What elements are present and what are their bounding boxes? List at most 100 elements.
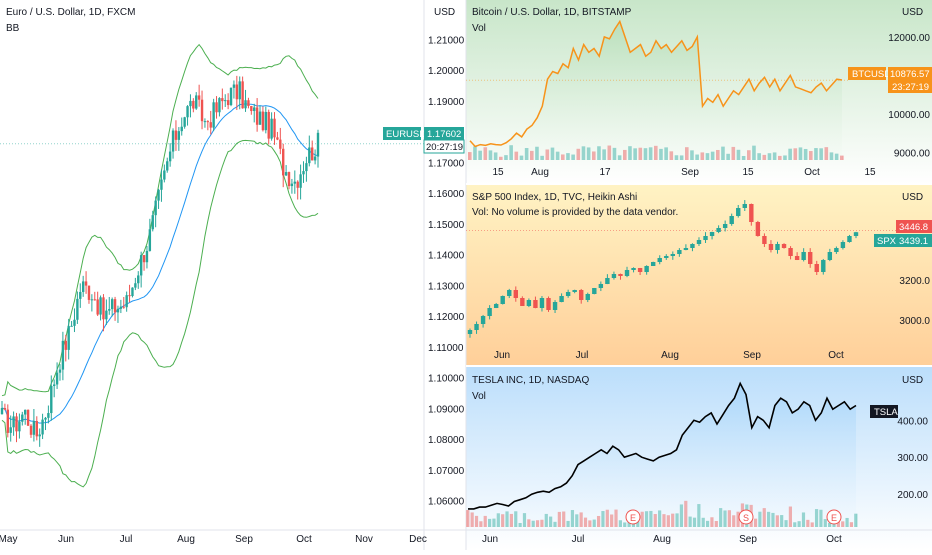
eurusd-candle <box>293 181 297 184</box>
spx-axis-unit: USD <box>902 192 923 203</box>
eurusd-x-tick: May <box>0 534 17 545</box>
eurusd-candle <box>221 98 224 102</box>
tsla-event-marker[interactable] <box>826 509 842 525</box>
bb-basis-line <box>1 103 319 424</box>
tsla-volume-bar <box>466 510 470 527</box>
btc-x-tick: 15 <box>742 167 754 178</box>
spx-candle <box>480 316 486 324</box>
eurusd-candle <box>9 427 12 433</box>
eurusd-candle <box>96 299 99 315</box>
eurusd-candle <box>110 299 114 310</box>
eurusd-candle <box>99 297 102 315</box>
spx-candle <box>533 300 538 308</box>
eurusd-candle <box>290 183 294 187</box>
spx-candle <box>703 236 708 240</box>
spx-candle <box>611 274 617 278</box>
eurusd-candle <box>21 414 24 422</box>
eurusd-candle <box>61 340 65 370</box>
eurusd-candle <box>142 255 146 263</box>
tsla-price-line <box>468 381 857 510</box>
spx-candle <box>677 250 682 254</box>
eurusd-candle <box>276 137 279 140</box>
eurusd-candle <box>131 287 134 297</box>
eurusd-candle <box>79 291 82 299</box>
eurusd-candle <box>64 340 67 350</box>
tsla-x-tick: Jun <box>482 534 498 545</box>
btc-title: Bitcoin / U.S. Dollar, 1D, BITSTAMP <box>472 7 632 18</box>
bb-lower-band <box>1 139 319 488</box>
spx-candle <box>729 216 734 224</box>
btc-tag-symbol: BTCUSD <box>852 69 891 80</box>
eurusd-candle <box>38 434 41 437</box>
eurusd-candle <box>148 229 152 251</box>
eurusd-candle <box>35 421 38 437</box>
eurusd-candle <box>119 306 123 309</box>
btc-countdown: 23:27:19 <box>892 82 929 93</box>
eurusd-candle <box>58 369 62 373</box>
eurusd-y-tick: 1.17000 <box>428 158 465 169</box>
spx-candle <box>507 290 512 296</box>
spx-candle <box>722 224 728 228</box>
eurusd-candle <box>267 111 270 139</box>
eurusd-indicator-label[interactable]: BB <box>6 23 20 34</box>
tsla-title: TESLA INC, 1D, NASDAQ <box>472 375 589 386</box>
spx-x-tick: Aug <box>661 350 679 361</box>
tsla-area <box>468 383 856 527</box>
eurusd-candle <box>73 319 76 326</box>
eurusd-tag-price: 1.17602 <box>427 129 461 140</box>
tsla-event-marker[interactable] <box>738 509 754 525</box>
spx-candle <box>840 242 846 248</box>
btc-x-tick: Oct <box>804 167 820 178</box>
eurusd-candle <box>29 425 33 435</box>
tsla-x-tick: Aug <box>653 534 671 545</box>
btc-x-tick: Aug <box>531 167 549 178</box>
btc-volume-label[interactable]: Vol <box>472 23 486 34</box>
tsla-chart[interactable]: 400.00 300.00 200.00 Jun Jul Aug Sep Oct E S E <box>466 381 928 545</box>
tsla-event-label: E <box>831 513 837 523</box>
spx-candle <box>808 252 813 264</box>
eurusd-title: Euro / U.S. Dollar, 1D, FXCM <box>6 7 135 18</box>
eurusd-candle <box>247 100 250 106</box>
spx-tag-price: 3439.1 <box>899 236 928 247</box>
eurusd-candle <box>250 105 253 112</box>
eurusd-x-tick: Sep <box>235 534 253 545</box>
spx-candle <box>474 324 479 330</box>
spx-candle <box>827 252 833 260</box>
eurusd-candle <box>41 419 44 435</box>
eurusd-candle <box>186 106 189 118</box>
eurusd-candle <box>108 309 111 311</box>
eurusd-candle <box>224 100 227 102</box>
spx-chart[interactable]: 3200.0 3000.0 Jun Jul Aug Sep Oct <box>466 200 930 361</box>
eurusd-candle <box>287 172 291 187</box>
eurusd-candle <box>139 255 143 276</box>
eurusd-candle <box>102 297 105 320</box>
eurusd-candle <box>206 121 210 123</box>
spx-candle <box>637 268 643 272</box>
tsla-volume-label[interactable]: Vol <box>472 391 486 402</box>
eurusd-candle <box>50 385 53 414</box>
eurusd-candle <box>134 283 137 288</box>
spx-y-tick: 3200.0 <box>899 276 930 287</box>
eurusd-candle <box>180 126 183 132</box>
eurusd-candle <box>308 147 311 164</box>
spx-candle <box>664 256 669 258</box>
spx-candle <box>500 296 505 304</box>
eurusd-candle <box>174 130 178 140</box>
eurusd-candle <box>44 417 47 420</box>
eurusd-candle <box>70 325 73 327</box>
spx-candle <box>624 270 630 276</box>
eurusd-candle <box>113 299 117 313</box>
tsla-event-label: S <box>743 513 749 523</box>
btc-x-tick: Sep <box>681 167 699 178</box>
tsla-event-marker[interactable] <box>625 509 641 525</box>
eurusd-candle <box>305 163 308 172</box>
eurusd-candle <box>154 200 157 216</box>
eurusd-candle <box>171 130 175 152</box>
btcusd-chart[interactable]: 12000.0011000.0010000.009000.0015Aug17Se… <box>466 19 930 179</box>
eurusd-candle <box>238 81 241 100</box>
spx-candle <box>585 294 590 300</box>
eurusd-y-tick: 1.10000 <box>428 374 465 385</box>
eurusd-chart[interactable]: 1.210001.200001.190001.180001.170001.160… <box>0 35 465 545</box>
spx-candle <box>847 236 852 242</box>
eurusd-y-tick: 1.08000 <box>428 435 465 446</box>
